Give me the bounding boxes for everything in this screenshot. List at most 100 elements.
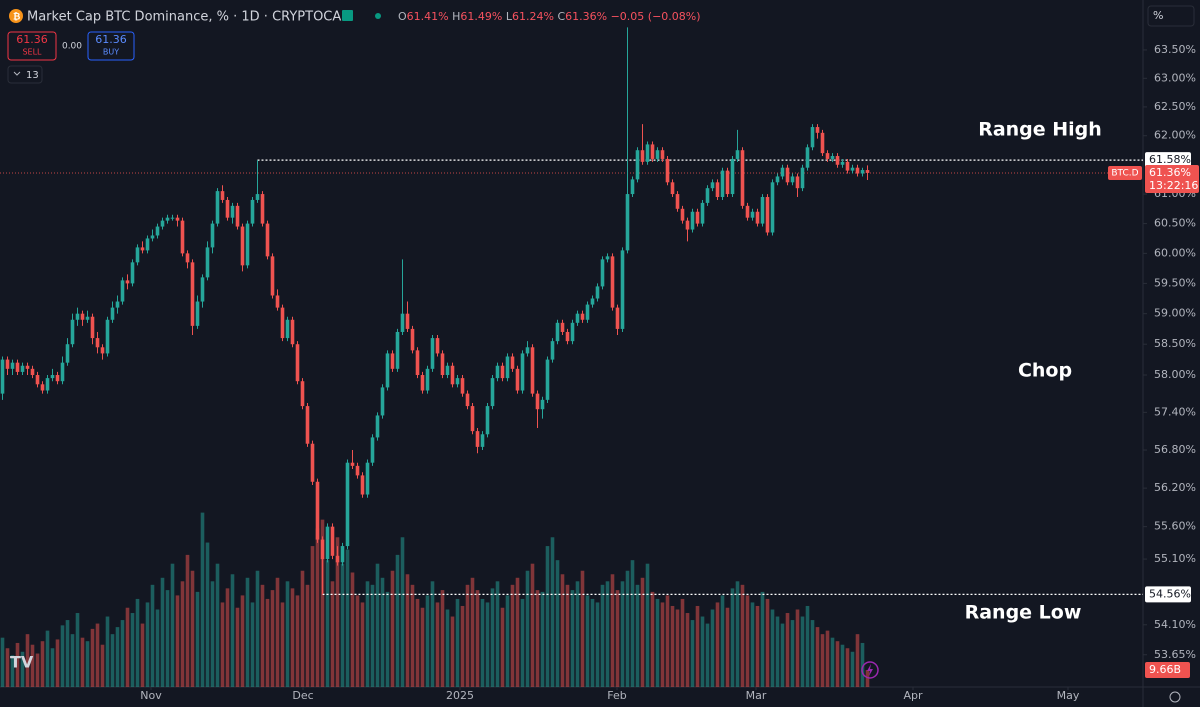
volume-bar <box>465 584 470 687</box>
volume-bar <box>35 653 40 687</box>
candle-body <box>295 344 300 382</box>
y-tick-label: 54.10% <box>1154 618 1196 631</box>
settings-icon[interactable] <box>1169 691 1181 703</box>
level-label: 54.56% <box>1149 587 1191 600</box>
candle-body <box>185 253 190 263</box>
candle-body <box>390 353 395 369</box>
volume-bar <box>655 598 660 687</box>
volume-bar <box>165 590 170 687</box>
volume-bar <box>445 609 450 687</box>
y-tick-label: 55.10% <box>1154 552 1196 565</box>
candle-body <box>275 295 280 308</box>
volume-bar <box>710 609 715 687</box>
volume-bar <box>575 581 580 687</box>
candle-body <box>610 256 615 308</box>
candle-body <box>400 313 405 332</box>
candle-body <box>600 259 605 287</box>
volume-bar <box>835 641 840 687</box>
candle-body <box>410 328 415 351</box>
volume-bar <box>535 590 540 687</box>
candles <box>0 27 870 595</box>
candle-body <box>10 362 15 369</box>
candle-body <box>560 322 565 332</box>
candle-body <box>205 247 210 278</box>
volume-bar <box>795 609 800 687</box>
volume-bar <box>355 595 360 687</box>
volume-bar <box>320 519 325 687</box>
ohlc-key: L <box>506 10 513 23</box>
candle-body <box>135 247 140 263</box>
volume-bar <box>325 560 330 687</box>
candle-body <box>480 434 485 447</box>
volume-bar <box>155 609 160 687</box>
volume-bar <box>255 570 260 687</box>
candle-body <box>115 301 120 308</box>
indicators-toggle[interactable] <box>7 65 43 84</box>
tv-logo[interactable]: TV <box>10 653 34 672</box>
volume-bar <box>80 637 85 687</box>
volume-bar <box>350 572 355 687</box>
spread: 0.00 <box>62 42 82 52</box>
volume-bar <box>65 620 70 687</box>
candle-body <box>180 220 185 254</box>
candle-body <box>230 205 235 218</box>
candle-body <box>120 280 125 302</box>
annotation: Range High <box>978 119 1102 141</box>
candle-body <box>705 188 710 203</box>
candle-body <box>525 347 530 354</box>
level-lines <box>0 159 1143 596</box>
volume-bar <box>190 570 195 687</box>
candle-body <box>270 256 275 296</box>
candle-body <box>645 144 650 162</box>
volume-bar <box>200 512 205 687</box>
ohlc-value: 61.49% <box>460 10 502 23</box>
symbol-title[interactable]: Market Cap BTC Dominance, % · 1D · CRYPT… <box>27 10 349 25</box>
y-tick-label: 55.60% <box>1154 520 1196 533</box>
volume-bar <box>810 620 815 687</box>
buy-button[interactable] <box>87 31 135 61</box>
axis-unit-button[interactable] <box>1147 5 1195 27</box>
flag-icon[interactable] <box>342 10 353 21</box>
volume-bar <box>475 590 480 687</box>
candle-body <box>320 539 325 560</box>
candle-body <box>585 304 590 320</box>
volume-label-box <box>1145 661 1190 678</box>
price-axis: 63.50%63.00%62.50%62.00%61.00%60.50%60.0… <box>1143 43 1196 661</box>
candle-body <box>655 150 660 159</box>
sell-button[interactable] <box>7 31 57 61</box>
candle-body <box>860 170 865 174</box>
candle-body <box>825 153 830 159</box>
candle-body <box>105 319 110 354</box>
candle-body <box>350 462 355 466</box>
candle-body <box>245 223 250 266</box>
candle-body <box>620 250 625 329</box>
volume-bar <box>85 641 90 687</box>
x-tick-label: Feb <box>607 689 626 702</box>
volume-bar <box>755 605 760 687</box>
volume-bar <box>595 602 600 687</box>
candle-body <box>680 208 685 221</box>
volume-bar <box>315 528 320 687</box>
volume-bar <box>160 577 165 687</box>
x-tick-label: Dec <box>292 689 313 702</box>
volume-bar <box>265 598 270 687</box>
volume-bar <box>645 563 650 687</box>
candle-body <box>340 546 345 563</box>
candle-body <box>450 365 455 385</box>
volume-bar <box>20 651 25 687</box>
symbol-icon[interactable] <box>9 9 23 23</box>
candle-body <box>285 319 290 339</box>
volume-bar <box>610 574 615 687</box>
candle-body <box>730 158 735 195</box>
volume-bar <box>670 605 675 687</box>
buy-price: 61.36 <box>95 33 127 46</box>
volume-bar <box>785 613 790 687</box>
candle-body <box>380 387 385 416</box>
alert-icon[interactable] <box>861 661 879 679</box>
volume-bar <box>275 577 280 687</box>
volume-bar <box>245 577 250 687</box>
volume-bar <box>270 590 275 687</box>
candle-body <box>595 286 600 299</box>
candle-body <box>660 150 665 159</box>
candle-body <box>405 313 410 329</box>
